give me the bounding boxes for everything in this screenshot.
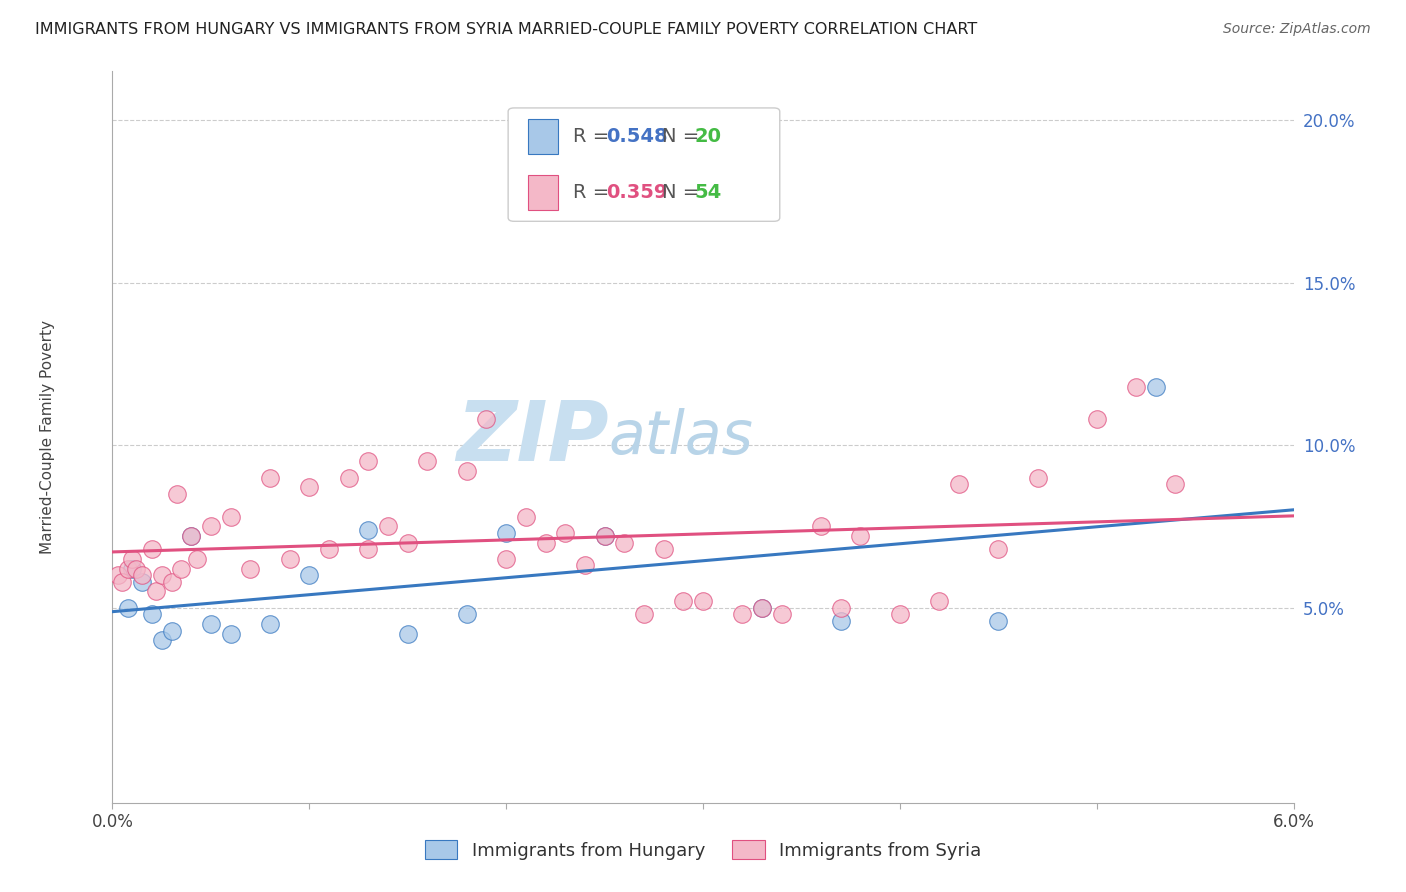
Point — [337, 471, 360, 485]
Point — [1026, 471, 1049, 485]
Point — [889, 607, 911, 622]
Point — [593, 529, 616, 543]
Point — [928, 594, 950, 608]
Point — [357, 454, 380, 468]
Point — [849, 529, 872, 543]
Point — [515, 509, 537, 524]
Point — [731, 607, 754, 622]
Point — [131, 568, 153, 582]
Point — [145, 584, 167, 599]
Point — [652, 542, 675, 557]
Point — [117, 600, 139, 615]
Point — [534, 535, 557, 549]
Point — [948, 477, 970, 491]
Point — [987, 614, 1010, 628]
Point — [830, 614, 852, 628]
Text: Married-Couple Family Poverty: Married-Couple Family Poverty — [39, 320, 55, 554]
Point — [107, 568, 129, 582]
Point — [180, 529, 202, 543]
Point — [751, 600, 773, 615]
Point — [186, 552, 208, 566]
Text: IMMIGRANTS FROM HUNGARY VS IMMIGRANTS FROM SYRIA MARRIED-COUPLE FAMILY POVERTY C: IMMIGRANTS FROM HUNGARY VS IMMIGRANTS FR… — [35, 22, 977, 37]
Point — [495, 526, 517, 541]
Point — [278, 552, 301, 566]
Point — [239, 562, 262, 576]
Point — [593, 529, 616, 543]
Text: R =: R = — [574, 183, 616, 202]
Point — [1125, 380, 1147, 394]
Text: 54: 54 — [695, 183, 723, 202]
Point — [574, 558, 596, 573]
Point — [633, 607, 655, 622]
Point — [121, 552, 143, 566]
Point — [200, 617, 222, 632]
Point — [259, 471, 281, 485]
Point — [396, 626, 419, 640]
Point — [141, 542, 163, 557]
FancyBboxPatch shape — [529, 175, 558, 211]
Text: Source: ZipAtlas.com: Source: ZipAtlas.com — [1223, 22, 1371, 37]
Point — [298, 568, 321, 582]
Point — [111, 574, 134, 589]
Text: N =: N = — [662, 127, 706, 146]
Text: 0.359: 0.359 — [606, 183, 668, 202]
Point — [125, 562, 148, 576]
Point — [200, 519, 222, 533]
Point — [692, 594, 714, 608]
Point — [121, 562, 143, 576]
Point — [160, 574, 183, 589]
Text: 0.548: 0.548 — [606, 127, 668, 146]
Point — [456, 607, 478, 622]
FancyBboxPatch shape — [529, 119, 558, 154]
Point — [357, 542, 380, 557]
Point — [318, 542, 340, 557]
Point — [554, 526, 576, 541]
Legend: Immigrants from Hungary, Immigrants from Syria: Immigrants from Hungary, Immigrants from… — [418, 833, 988, 867]
Point — [259, 617, 281, 632]
Text: N =: N = — [662, 183, 706, 202]
Point — [219, 626, 242, 640]
Point — [1164, 477, 1187, 491]
Point — [495, 552, 517, 566]
Point — [987, 542, 1010, 557]
Point — [166, 487, 188, 501]
Point — [160, 624, 183, 638]
Text: ZIP: ZIP — [456, 397, 609, 477]
Point — [770, 607, 793, 622]
Point — [416, 454, 439, 468]
Point — [1085, 412, 1108, 426]
Point — [150, 633, 173, 648]
Point — [117, 562, 139, 576]
Point — [357, 523, 380, 537]
Point — [377, 519, 399, 533]
Point — [613, 535, 636, 549]
Point — [150, 568, 173, 582]
Point — [1144, 380, 1167, 394]
Text: atlas: atlas — [609, 408, 754, 467]
FancyBboxPatch shape — [508, 108, 780, 221]
Point — [396, 535, 419, 549]
Point — [170, 562, 193, 576]
Text: R =: R = — [574, 127, 616, 146]
Point — [298, 480, 321, 494]
Point — [219, 509, 242, 524]
Text: 20: 20 — [695, 127, 721, 146]
Point — [810, 519, 832, 533]
Point — [141, 607, 163, 622]
Point — [180, 529, 202, 543]
Point — [456, 464, 478, 478]
Point — [830, 600, 852, 615]
Point — [672, 594, 695, 608]
Point — [751, 600, 773, 615]
Point — [131, 574, 153, 589]
Point — [475, 412, 498, 426]
